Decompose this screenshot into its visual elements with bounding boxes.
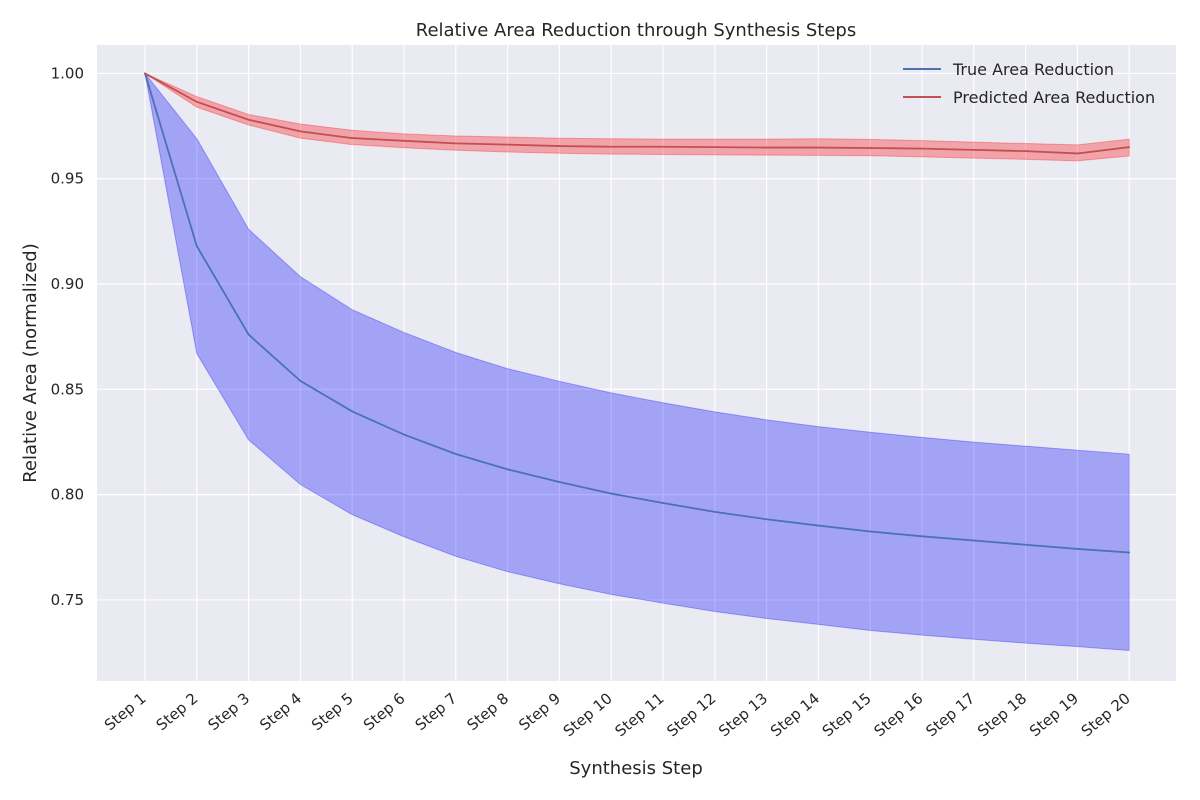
- x-axis-label: Synthesis Step: [569, 758, 703, 779]
- data-point: [403, 433, 405, 436]
- data-point: [610, 145, 613, 148]
- legend-label-predicted: Predicted Area Reduction: [953, 88, 1155, 107]
- y-tick-label: 0.85: [51, 380, 84, 398]
- chart-title: Relative Area Reduction through Synthesi…: [416, 20, 856, 41]
- data-point: [195, 100, 198, 103]
- data-point: [610, 492, 613, 495]
- data-point: [869, 530, 872, 533]
- legend-label-true: True Area Reduction: [952, 60, 1114, 79]
- data-point: [662, 502, 664, 504]
- y-tick-label: 1.00: [51, 64, 84, 82]
- data-point: [1128, 146, 1131, 149]
- data-point: [195, 245, 198, 248]
- data-point: [765, 518, 768, 521]
- data-point: [454, 453, 457, 455]
- y-tick-label: 0.80: [51, 486, 84, 504]
- data-point: [247, 333, 250, 336]
- data-point: [558, 145, 561, 147]
- data-point: [247, 118, 250, 121]
- data-point: [921, 535, 923, 538]
- series-lines: [144, 72, 1131, 554]
- data-point: [972, 148, 975, 151]
- y-axis-label: Relative Area (normalized): [20, 243, 41, 483]
- y-tick-label: 0.95: [51, 170, 84, 188]
- y-tick-label: 0.75: [51, 591, 84, 609]
- data-point: [1024, 150, 1027, 153]
- data-point: [506, 468, 509, 471]
- data-point: [765, 146, 768, 149]
- data-point: [869, 147, 872, 149]
- data-point: [351, 410, 354, 413]
- data-point: [713, 146, 716, 149]
- data-point: [299, 130, 302, 133]
- legend: True Area Reduction Predicted Area Reduc…: [903, 60, 1155, 107]
- data-point: [713, 510, 716, 513]
- data-point: [403, 139, 405, 142]
- data-point: [1076, 548, 1079, 550]
- data-point: [558, 481, 561, 483]
- y-tick-labels: 0.75 0.80 0.85 0.90 0.95 1.00: [51, 64, 84, 608]
- data-point: [662, 145, 664, 148]
- data-point: [506, 143, 509, 146]
- series-line-1: [144, 72, 1130, 155]
- y-tick-label: 0.90: [51, 275, 84, 293]
- data-point: [921, 147, 923, 150]
- data-point: [1076, 152, 1079, 155]
- data-point: [817, 524, 820, 527]
- data-point: [817, 146, 820, 149]
- data-point: [1128, 551, 1131, 554]
- data-point: [351, 137, 354, 139]
- data-point: [972, 539, 975, 542]
- series-line-0: [144, 73, 1130, 554]
- grid-lines: [97, 45, 1176, 681]
- data-point: [144, 72, 146, 75]
- data-point: [299, 380, 302, 382]
- data-point: [454, 142, 457, 145]
- data-point: [1024, 543, 1027, 546]
